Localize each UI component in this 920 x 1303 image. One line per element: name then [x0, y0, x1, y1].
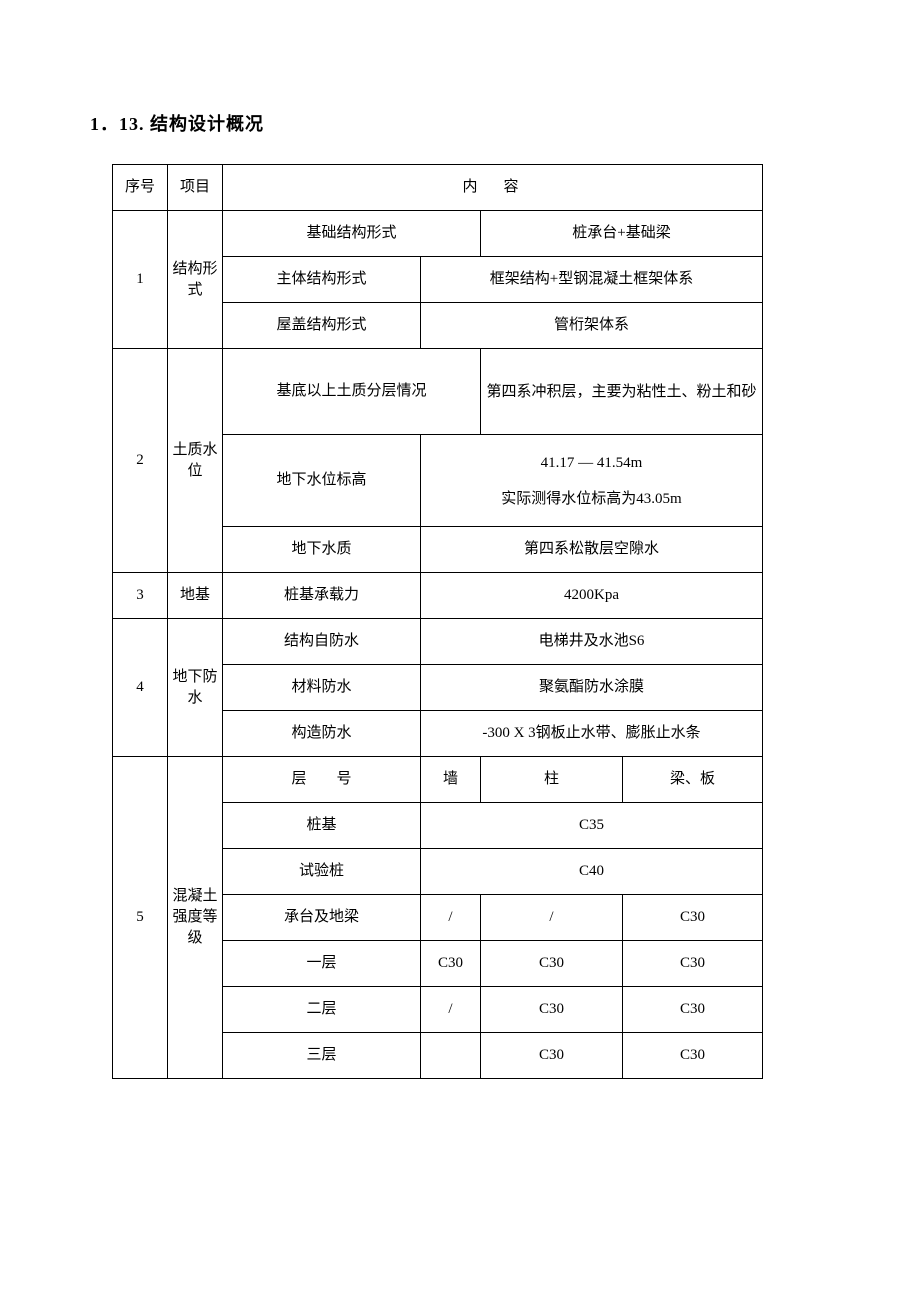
- cell-label: 主体结构形式: [223, 257, 421, 303]
- cell-label: 基础结构形式: [223, 211, 481, 257]
- cell-value: C40: [421, 849, 763, 895]
- cell-value: 框架结构+型钢混凝土框架体系: [421, 257, 763, 303]
- header-project: 项目: [168, 165, 223, 211]
- cell-serial: 3: [113, 573, 168, 619]
- cell-category: 混凝土强度等 级: [168, 757, 223, 1079]
- table-row: 2 土质水位 基底以上土质分层情况 第四系冲积层，主要为粘性土、粉土和砂: [113, 349, 763, 435]
- table-row: 5 混凝土强度等 级 层 号 墙 柱 梁、板: [113, 757, 763, 803]
- table-row: 3 地基 桩基承载力 4200Kpa: [113, 573, 763, 619]
- cell-value: C30: [623, 941, 763, 987]
- cell-label: 结构自防水: [223, 619, 421, 665]
- cell-label: 地下水质: [223, 527, 421, 573]
- cell-label: 桩基: [223, 803, 421, 849]
- cell-value: C30: [623, 987, 763, 1033]
- cell-category: 土质水位: [168, 349, 223, 573]
- cell-serial: 5: [113, 757, 168, 1079]
- cell-value: 桩承台+基础梁: [481, 211, 763, 257]
- cell-header-column: 柱: [481, 757, 623, 803]
- cell-value: C30: [421, 941, 481, 987]
- cell-value: 电梯井及水池S6: [421, 619, 763, 665]
- page-title: 1．13. 结构设计概况: [90, 110, 830, 136]
- cell-value: C30: [481, 941, 623, 987]
- cell-label: 材料防水: [223, 665, 421, 711]
- header-content: 内容: [223, 165, 763, 211]
- cell-label: 试验桩: [223, 849, 421, 895]
- cell-value: /: [421, 987, 481, 1033]
- cell-value: 4200Kpa: [421, 573, 763, 619]
- cell-value: 第四系冲积层，主要为粘性土、粉土和砂: [481, 349, 763, 435]
- cell-value: 41.17 — 41.54m 实际测得水位标高为43.05m: [421, 435, 763, 527]
- cell-serial: 4: [113, 619, 168, 757]
- cell-value: C35: [421, 803, 763, 849]
- cell-category: 地基: [168, 573, 223, 619]
- cell-value: -300 X 3钢板止水带、膨胀止水条: [421, 711, 763, 757]
- cell-label: 地下水位标高: [223, 435, 421, 527]
- cell-value: 管桁架体系: [421, 303, 763, 349]
- cell-value: /: [481, 895, 623, 941]
- document-page: 1．13. 结构设计概况 序号 项目 内容 1 结构形式 基础结构形式 桩承台+…: [0, 0, 920, 1303]
- cell-value: 聚氨酯防水涂膜: [421, 665, 763, 711]
- table-row: 1 结构形式 基础结构形式 桩承台+基础梁: [113, 211, 763, 257]
- cell-label: 承台及地梁: [223, 895, 421, 941]
- cell-header-beam: 梁、板: [623, 757, 763, 803]
- table-header-row: 序号 项目 内容: [113, 165, 763, 211]
- cell-category: 地下防水: [168, 619, 223, 757]
- cell-header-layer: 层 号: [223, 757, 421, 803]
- cell-value: /: [421, 895, 481, 941]
- cell-value: 第四系松散层空隙水: [421, 527, 763, 573]
- cell-value: C30: [623, 895, 763, 941]
- cell-category: 结构形式: [168, 211, 223, 349]
- cell-value: C30: [623, 1033, 763, 1079]
- cell-label: 构造防水: [223, 711, 421, 757]
- header-serial: 序号: [113, 165, 168, 211]
- cell-label: 桩基承载力: [223, 573, 421, 619]
- cell-value: C30: [481, 987, 623, 1033]
- cell-serial: 2: [113, 349, 168, 573]
- cell-serial: 1: [113, 211, 168, 349]
- cell-header-wall: 墙: [421, 757, 481, 803]
- cell-label: 三层: [223, 1033, 421, 1079]
- cell-label: 一层: [223, 941, 421, 987]
- cell-label: 基底以上土质分层情况: [223, 349, 481, 435]
- cell-label: 二层: [223, 987, 421, 1033]
- table-row: 4 地下防水 结构自防水 电梯井及水池S6: [113, 619, 763, 665]
- cell-label: 屋盖结构形式: [223, 303, 421, 349]
- design-overview-table: 序号 项目 内容 1 结构形式 基础结构形式 桩承台+基础梁 主体结构形式 框架…: [112, 164, 763, 1079]
- cell-value: [421, 1033, 481, 1079]
- cell-value: C30: [481, 1033, 623, 1079]
